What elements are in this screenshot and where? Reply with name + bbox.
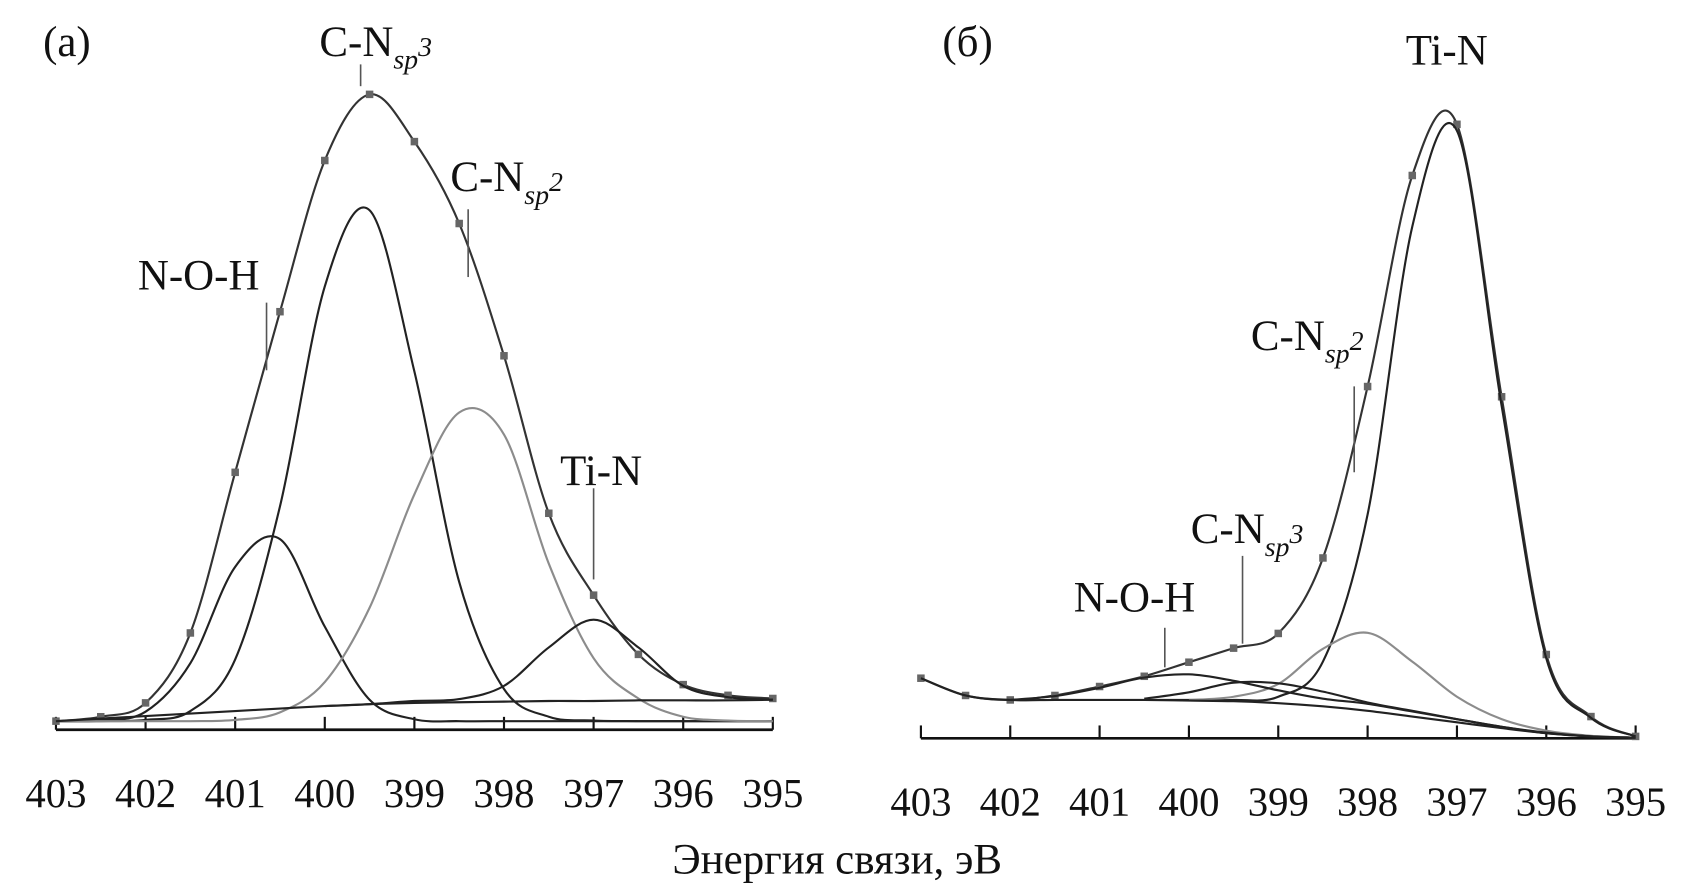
annotation-text: Ti-N — [560, 448, 642, 495]
curve — [920, 109, 1637, 738]
annotation: N-O-H — [138, 253, 260, 300]
x-tick-label: 400 — [1158, 780, 1219, 825]
curve — [920, 677, 1636, 739]
data-point — [1274, 629, 1283, 638]
annotation-subscript: sp — [524, 180, 549, 211]
annotation-text: N-O-H — [138, 253, 260, 300]
data-point — [365, 90, 374, 99]
annotation-text: N-O-H — [1074, 575, 1196, 622]
annotation: C-Nsp3 — [1191, 506, 1304, 563]
x-tick-label: 399 — [1248, 780, 1309, 825]
x-tick-label: 396 — [1516, 780, 1577, 825]
curve — [55, 698, 773, 723]
curve — [1188, 631, 1636, 739]
x-tick-label: 399 — [384, 771, 445, 816]
x-tick-label: 402 — [115, 771, 176, 816]
x-tick-label: 397 — [563, 771, 624, 816]
panel: (a)403 402 401 400 399 398 397 396 395N-O-HC-Nsp… — [25, 19, 803, 816]
data-point — [1497, 393, 1506, 401]
annotation-subscript: sp — [1265, 532, 1290, 563]
data-point — [1095, 682, 1104, 691]
x-tick-label: 401 — [1069, 780, 1130, 825]
data-point — [1453, 120, 1461, 129]
panel-label: (a) — [43, 19, 91, 66]
x-tick-label: 401 — [205, 771, 266, 816]
x-axis-label: Энергия связи, эВ — [672, 837, 1002, 884]
data-point — [1185, 658, 1193, 666]
annotation-superscript: 3 — [417, 32, 432, 63]
panel-label: (б) — [942, 19, 992, 66]
data-point — [141, 699, 150, 707]
data-point — [1229, 644, 1238, 652]
annotation-text: Ti-N — [1406, 27, 1488, 74]
curve — [55, 535, 773, 723]
data-point — [276, 307, 284, 316]
data-point — [1319, 554, 1327, 562]
curve — [1144, 680, 1636, 739]
data-point — [186, 629, 195, 637]
curve — [55, 407, 773, 723]
curve — [55, 93, 773, 723]
x-tick-label: 398 — [1337, 780, 1398, 825]
data-point — [410, 137, 419, 146]
annotation-superscript: 2 — [549, 167, 563, 198]
curve — [55, 206, 773, 723]
data-point — [97, 712, 105, 721]
data-point — [589, 591, 598, 599]
annotation: C-Nsp3 — [319, 19, 432, 76]
annotation-text: C-N — [1191, 506, 1265, 553]
curve — [324, 618, 773, 708]
annotation: C-Nsp2 — [450, 154, 563, 211]
annotation-text: C-N — [1251, 313, 1325, 360]
data-point — [1363, 382, 1372, 391]
curve — [1144, 122, 1637, 738]
x-tick-label: 403 — [25, 771, 86, 816]
data-point — [1140, 672, 1149, 681]
x-tick-label: 396 — [653, 771, 714, 816]
annotation-superscript: 2 — [1350, 326, 1364, 357]
data-point — [724, 691, 732, 700]
x-tick-label: 403 — [890, 780, 951, 825]
annotation-superscript: 3 — [1289, 519, 1304, 550]
annotation-subscript: sp — [393, 45, 418, 76]
x-tick-label: 402 — [980, 780, 1041, 825]
data-point — [321, 156, 329, 165]
data-point — [545, 509, 553, 518]
data-point — [500, 352, 508, 360]
data-point — [679, 680, 687, 689]
annotation-subscript: sp — [1325, 339, 1350, 370]
panel: (б)403 402 401 400 399 398 397 396 395Ti-NC-Nsp2… — [890, 19, 1666, 825]
data-point — [231, 468, 239, 477]
data-point — [455, 219, 463, 228]
x-tick-label: 397 — [1426, 780, 1487, 825]
x-tick-label: 398 — [473, 771, 534, 816]
data-point — [1408, 171, 1417, 180]
annotation: N-O-H — [1074, 575, 1196, 622]
x-tick-label: 395 — [742, 771, 803, 816]
annotation: Ti-N — [560, 448, 642, 495]
data-point — [769, 694, 777, 703]
annotation: Ti-N — [1406, 27, 1488, 74]
data-point — [634, 650, 643, 659]
x-tick-label: 400 — [294, 771, 355, 816]
x-tick-label: 395 — [1605, 780, 1666, 825]
annotation-text: C-N — [319, 19, 393, 66]
annotation-text: C-N — [450, 154, 524, 201]
annotation: C-Nsp2 — [1251, 313, 1364, 370]
